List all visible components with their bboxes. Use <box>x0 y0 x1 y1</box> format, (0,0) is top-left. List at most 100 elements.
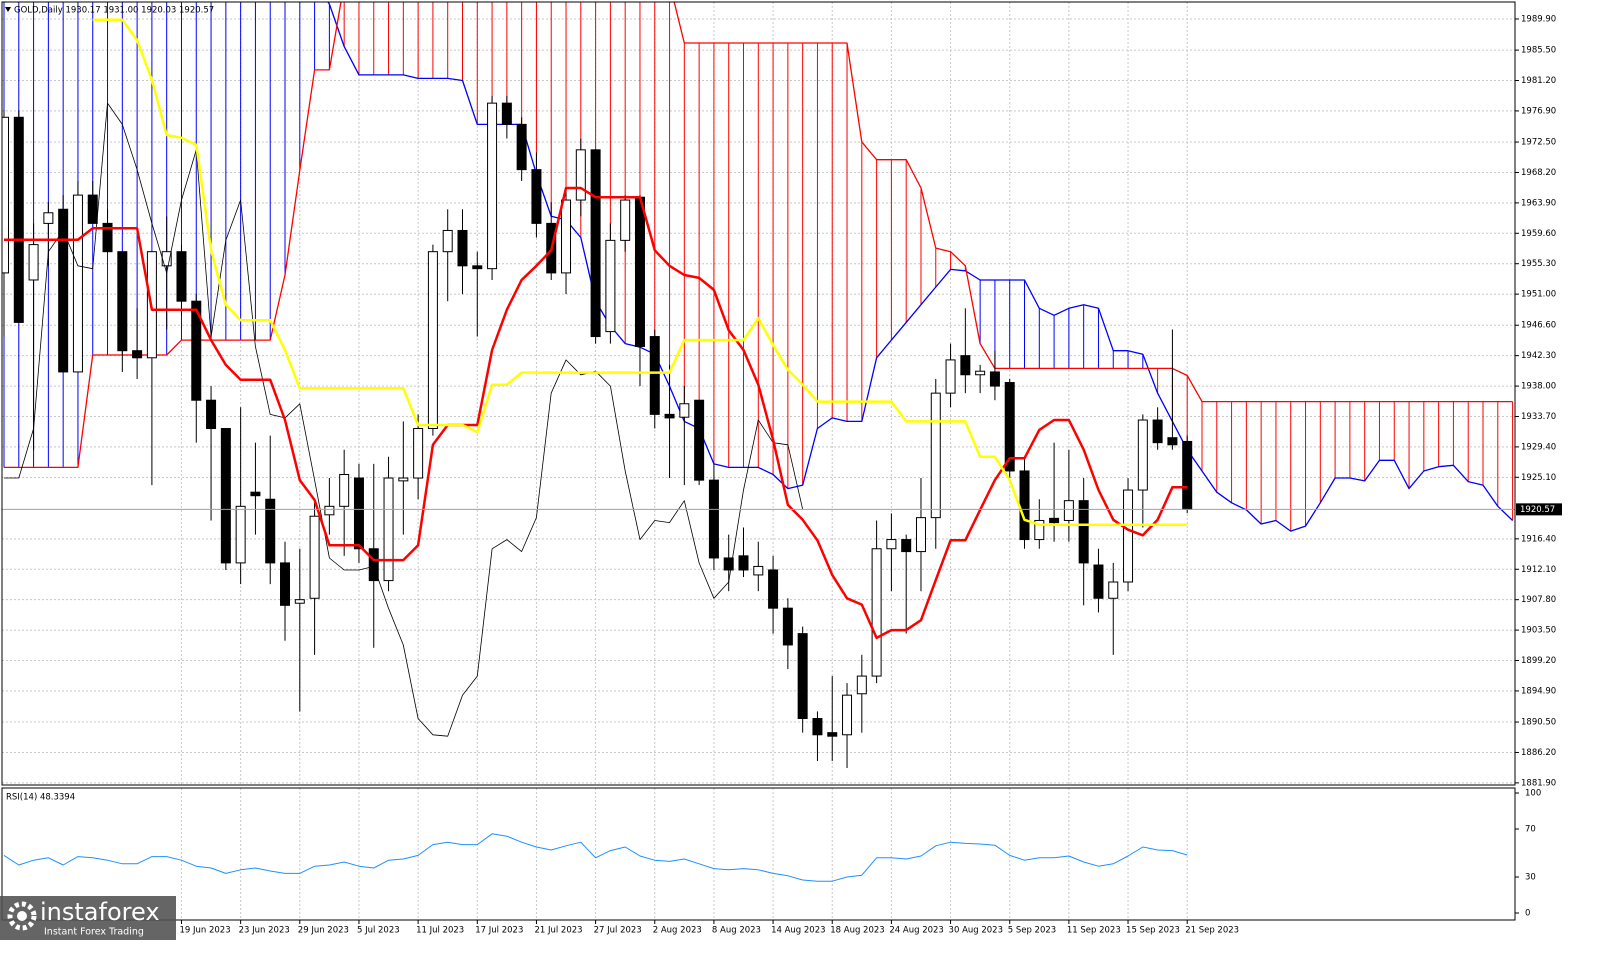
x-tick-label: 5 Jul 2023 <box>357 926 400 936</box>
rsi-y-tick-label: 0 <box>1525 909 1530 919</box>
y-tick-label: 1955.30 <box>1521 259 1556 269</box>
candle-body <box>398 477 409 482</box>
candle-body <box>176 251 187 302</box>
candle-body <box>753 565 764 576</box>
candle-body <box>590 149 601 338</box>
candle-body <box>782 607 793 646</box>
candle-body <box>28 244 39 281</box>
logo-name: instaforex <box>40 898 160 926</box>
candle-body <box>842 694 853 736</box>
candle-body <box>265 498 276 564</box>
x-tick-label: 30 Aug 2023 <box>949 926 1003 936</box>
x-tick-label: 11 Sep 2023 <box>1067 926 1121 936</box>
logo-tagline: Instant Forex Trading <box>44 927 144 938</box>
candle-body <box>1078 500 1089 564</box>
candle-body <box>457 229 468 267</box>
y-tick-label: 1929.40 <box>1521 442 1556 452</box>
rsi-line <box>3 833 1188 882</box>
candle-body <box>649 336 660 415</box>
y-tick-label: 1894.90 <box>1521 686 1556 696</box>
senkou-span-a <box>327 2 1514 532</box>
candle-body <box>1108 581 1119 599</box>
candle-body <box>102 222 113 253</box>
x-tick-label: 21 Sep 2023 <box>1185 926 1239 936</box>
y-tick-label: 1881.90 <box>1521 778 1556 788</box>
candle-body <box>886 539 897 550</box>
y-tick-label: 1951.00 <box>1521 290 1556 300</box>
candle-body <box>472 265 483 270</box>
candle-body <box>43 212 54 224</box>
indicator-line <box>4 186 1188 640</box>
candle-body <box>324 505 335 516</box>
y-tick-label: 1959.60 <box>1521 229 1556 239</box>
candle-body <box>827 732 838 737</box>
candle-body <box>871 548 882 677</box>
candle-body <box>901 539 912 553</box>
y-tick-label: 1903.50 <box>1521 626 1556 636</box>
y-tick-label: 1912.10 <box>1521 565 1556 575</box>
x-tick-label: 21 Jul 2023 <box>534 926 582 936</box>
price-marker <box>1516 503 1562 516</box>
x-tick-label: 14 Aug 2023 <box>771 926 825 936</box>
candle-body <box>694 399 705 481</box>
y-tick-label: 1963.90 <box>1521 198 1556 208</box>
indicator-line <box>92 18 1188 526</box>
candle-body <box>294 599 305 604</box>
candle-body <box>708 479 719 559</box>
y-tick-label: 1890.50 <box>1521 718 1556 728</box>
candle-body <box>368 548 379 582</box>
candle-body <box>442 229 453 253</box>
y-tick-label: 1972.50 <box>1521 138 1556 148</box>
candle-body <box>1093 564 1104 599</box>
x-tick-label: 5 Sep 2023 <box>1008 926 1056 936</box>
x-tick-label: 27 Jul 2023 <box>594 926 642 936</box>
candle-body <box>13 116 24 323</box>
candle-body <box>679 403 690 418</box>
candle-body <box>768 569 779 609</box>
candle-body <box>220 428 231 564</box>
y-tick-label: 1946.60 <box>1521 321 1556 331</box>
candle-body <box>1167 437 1178 446</box>
y-tick-label: 1985.50 <box>1521 46 1556 56</box>
main-plot <box>2 2 1515 785</box>
logo-icon-center <box>17 911 27 921</box>
logo: instaforex Instant Forex Trading <box>0 896 176 940</box>
candle-body <box>501 102 512 125</box>
candle-body <box>856 675 867 695</box>
candle-body <box>531 169 542 224</box>
candle-body <box>1182 440 1193 510</box>
candle-body <box>72 194 83 373</box>
candle-body <box>812 718 823 736</box>
candle-body <box>1123 489 1134 583</box>
candle-body <box>915 517 926 553</box>
candle-body <box>339 473 350 507</box>
candle-body <box>87 194 98 224</box>
rsi-y-tick-label: 70 <box>1525 825 1536 835</box>
candle-body <box>930 392 941 519</box>
candle-body <box>975 370 986 376</box>
candle-body <box>797 633 808 720</box>
y-tick-label: 1938.00 <box>1521 382 1556 392</box>
chart-title: GOLD,Daily 1930.17 1931.00 1920.03 1920.… <box>14 6 214 16</box>
logo-background <box>0 896 176 940</box>
rsi-plot <box>3 788 1188 920</box>
candle-body <box>605 239 616 333</box>
candle-body <box>620 199 631 241</box>
y-tick-label: 1933.70 <box>1521 412 1556 422</box>
candle-body <box>1004 382 1015 472</box>
candle-body <box>1152 419 1163 444</box>
y-tick-label: 1989.90 <box>1521 14 1556 24</box>
y-tick-label: 1907.80 <box>1521 595 1556 605</box>
x-tick-label: 15 Sep 2023 <box>1126 926 1180 936</box>
candle-body <box>383 477 394 582</box>
candle-body <box>989 371 1000 387</box>
rsi-y-tick-label: 100 <box>1525 789 1541 799</box>
y-tick-label: 1886.20 <box>1521 748 1556 758</box>
x-tick-label: 29 Jun 2023 <box>298 926 349 936</box>
candle-body <box>250 491 261 497</box>
candle-body <box>280 562 291 606</box>
candle-body <box>309 515 320 599</box>
